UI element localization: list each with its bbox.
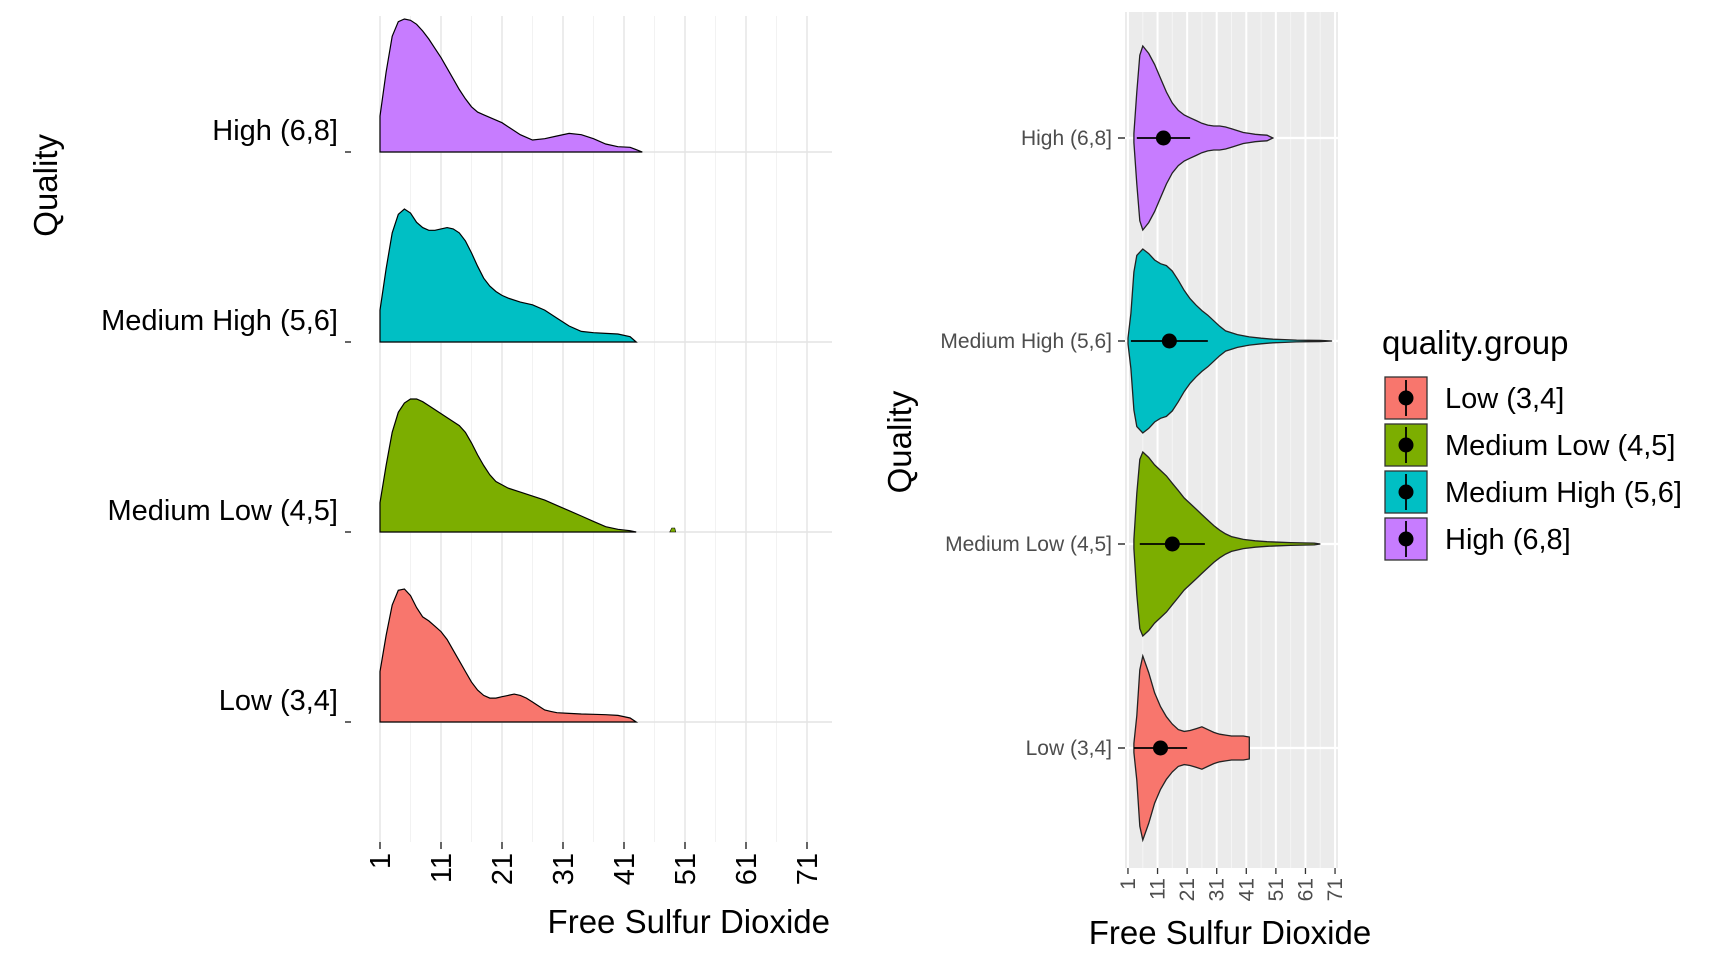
legend-label-medium-low-4-5: Medium Low (4,5] — [1445, 430, 1676, 462]
violin-y-tick-label-medium-high-5-6: Medium High (5,6] — [940, 330, 1112, 353]
violin-group-medium-high-5-6 — [1127, 248, 1333, 434]
violin-x-tick-label-21: 21 — [1176, 878, 1199, 901]
violin-shape-high-6-8 — [1133, 44, 1275, 232]
violin-shape-low-3-4 — [1133, 653, 1250, 843]
violin-x-tick-label-31: 31 — [1206, 878, 1229, 901]
violin-shapes — [1127, 44, 1333, 843]
ridgeline-density-low-3-4 — [379, 588, 639, 723]
violin-x-tick-label-61: 61 — [1294, 878, 1317, 901]
legend-key-point — [1398, 390, 1414, 406]
violin-shape-medium-high-5-6 — [1127, 248, 1333, 434]
ridgeline-density-medium-low-4-5 — [379, 398, 637, 533]
legend-key-point — [1398, 437, 1414, 453]
violin-y-axis-title: Quality — [881, 390, 918, 493]
violin-y-tick-label-low-3-4: Low (3,4] — [1026, 737, 1112, 760]
ridgeline-x-tick-label-41: 41 — [609, 853, 641, 885]
violin-group-medium-low-4-5 — [1133, 450, 1321, 638]
ridgeline-y-tick-label-high-6-8: High (6,8] — [212, 115, 338, 147]
ridgeline-y-tick-label-medium-low-4-5: Medium Low (4,5] — [108, 495, 339, 527]
legend-items: Low (3,4] Medium Low (4,5] Medium High (5,… — [1384, 376, 1682, 561]
legend-label-high-6-8: High (6,8] — [1445, 524, 1571, 556]
ridgeline-density-high-6-8 — [379, 18, 643, 153]
violin-y-axis: Low (3,4] Medium Low (4,5] Medium High (5,… — [940, 127, 1125, 760]
violin-x-axis: 1 11 21 31 41 51 61 71 — [1117, 868, 1347, 901]
ridgeline-chart: Low (3,4] Medium Low (4,5] Medium High (5,… — [27, 16, 832, 940]
violin-shape-medium-low-4-5 — [1133, 450, 1321, 638]
ridgeline-density-medium-high-5-6 — [379, 208, 638, 343]
ridgeline-x-tick-label-21: 21 — [487, 853, 519, 885]
ridgeline-y-axis-title: Quality — [27, 134, 64, 237]
legend-item-high-6-8: High (6,8] — [1384, 517, 1571, 561]
ridgeline-x-axis-title: Free Sulfur Dioxide — [548, 903, 830, 940]
legend-item-medium-low-4-5: Medium Low (4,5] — [1384, 423, 1676, 467]
violin-chart: Low (3,4] Medium Low (4,5] Medium High (5,… — [881, 12, 1371, 951]
violin-group-low-3-4 — [1133, 653, 1250, 843]
ridgeline-density-medium-low-outlier — [669, 527, 677, 533]
ridgeline-x-tick-label-31: 31 — [548, 853, 580, 885]
violin-x-axis-title: Free Sulfur Dioxide — [1089, 914, 1371, 951]
ridgeline-x-axis: 1 11 21 31 41 51 61 71 — [365, 842, 824, 885]
violin-x-tick-label-71: 71 — [1324, 878, 1347, 901]
legend: quality.group Low (3,4] Medium Low (4,5] M… — [1382, 324, 1682, 561]
legend-title: quality.group — [1382, 324, 1569, 361]
violin-x-tick-label-41: 41 — [1235, 878, 1258, 901]
violin-y-tick-label-high-6-8: High (6,8] — [1021, 127, 1112, 150]
ridgeline-x-tick-label-61: 61 — [731, 853, 763, 885]
violin-x-tick-label-51: 51 — [1265, 878, 1288, 901]
violin-x-tick-label-11: 11 — [1147, 878, 1170, 900]
violin-mean-point-medium-high-5-6 — [1161, 333, 1177, 349]
legend-key-point — [1398, 531, 1414, 547]
ridgeline-y-tick-label-medium-high-5-6: Medium High (5,6] — [101, 305, 338, 337]
legend-label-medium-high-5-6: Medium High (5,6] — [1445, 477, 1682, 509]
ridgeline-y-axis: Low (3,4] Medium Low (4,5] Medium High (5,… — [101, 115, 351, 723]
legend-item-medium-high-5-6: Medium High (5,6] — [1384, 470, 1682, 514]
legend-label-low-3-4: Low (3,4] — [1445, 383, 1564, 415]
legend-key-point — [1398, 484, 1414, 500]
ridgeline-x-tick-label-1: 1 — [365, 853, 397, 869]
ridgeline-x-tick-label-11: 11 — [426, 853, 458, 883]
ridgeline-x-tick-label-71: 71 — [792, 853, 824, 885]
violin-x-tick-label-1: 1 — [1117, 878, 1140, 890]
violin-mean-point-high-6-8 — [1155, 130, 1171, 146]
ridgeline-y-tick-label-low-3-4: Low (3,4] — [219, 685, 338, 717]
legend-item-low-3-4: Low (3,4] — [1384, 376, 1564, 420]
violin-mean-point-low-3-4 — [1153, 740, 1168, 756]
violin-group-high-6-8 — [1133, 44, 1275, 232]
violin-mean-point-medium-low-4-5 — [1164, 536, 1180, 552]
violin-y-tick-label-medium-low-4-5: Medium Low (4,5] — [945, 533, 1112, 556]
ridgeline-curves — [379, 18, 677, 723]
ridgeline-x-tick-label-51: 51 — [670, 853, 702, 885]
